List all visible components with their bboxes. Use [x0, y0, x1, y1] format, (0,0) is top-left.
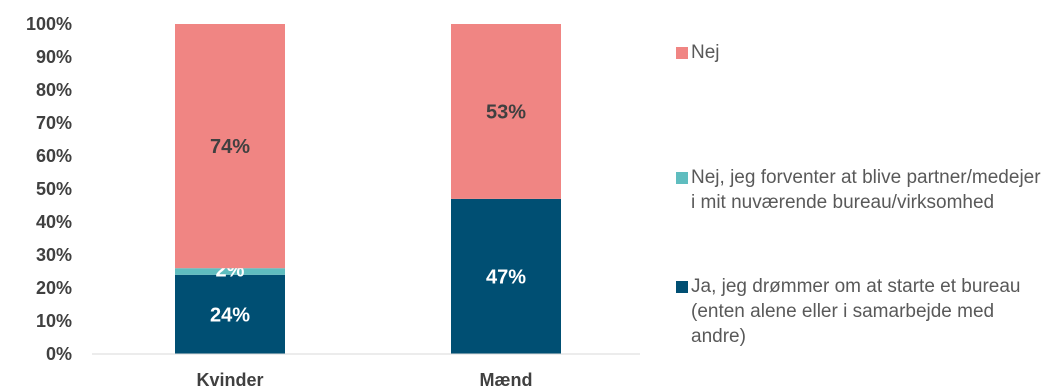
y-tick-label: 30% [36, 245, 72, 265]
legend-swatch-nej [676, 47, 688, 59]
legend-label-nej: Nej [691, 42, 720, 63]
data-label: 47% [486, 266, 526, 288]
data-label: 74% [210, 136, 250, 158]
y-tick-label: 50% [36, 179, 72, 199]
legend-swatch-partner [676, 172, 688, 184]
bar-segment [175, 24, 285, 269]
y-tick-label: 60% [36, 146, 72, 166]
y-tick-label: 10% [36, 311, 72, 331]
legend-swatch-ja [676, 281, 688, 293]
y-tick-label: 40% [36, 212, 72, 232]
x-tick-label: Kvinder [196, 370, 263, 390]
data-label: 24% [210, 304, 250, 326]
legend-item-partner: Nej, jeg forventer at blive partner/mede… [676, 165, 1041, 215]
legend-item-nej: Nej [676, 40, 1041, 65]
legend-label-ja: Ja, jeg drømmer om at starte et bureau (… [691, 276, 1021, 347]
bars: 24%2%74%47%53% [175, 24, 561, 354]
x-axis: Kvinder Mænd [196, 370, 532, 390]
bar-segment [175, 268, 285, 275]
y-axis: 0% 10% 20% 30% 40% 50% 60% 70% 80% 90% 100% [26, 14, 72, 364]
data-label: 53% [486, 101, 526, 123]
bar-segment [451, 198, 561, 354]
x-tick-label: Mænd [480, 370, 533, 390]
y-tick-label: 20% [36, 278, 72, 298]
y-tick-label: 90% [36, 47, 72, 67]
y-tick-label: 70% [36, 113, 72, 133]
bar-segment [451, 24, 561, 199]
y-tick-label: 80% [36, 80, 72, 100]
legend: Nej Nej, jeg forventer at blive partner/… [676, 0, 1043, 392]
y-tick-label: 100% [26, 14, 72, 34]
legend-item-ja: Ja, jeg drømmer om at starte et bureau (… [676, 274, 1041, 349]
y-tick-label: 0% [46, 344, 72, 364]
legend-label-partner: Nej, jeg forventer at blive partner/mede… [691, 167, 1041, 213]
bar-segment [175, 274, 285, 354]
